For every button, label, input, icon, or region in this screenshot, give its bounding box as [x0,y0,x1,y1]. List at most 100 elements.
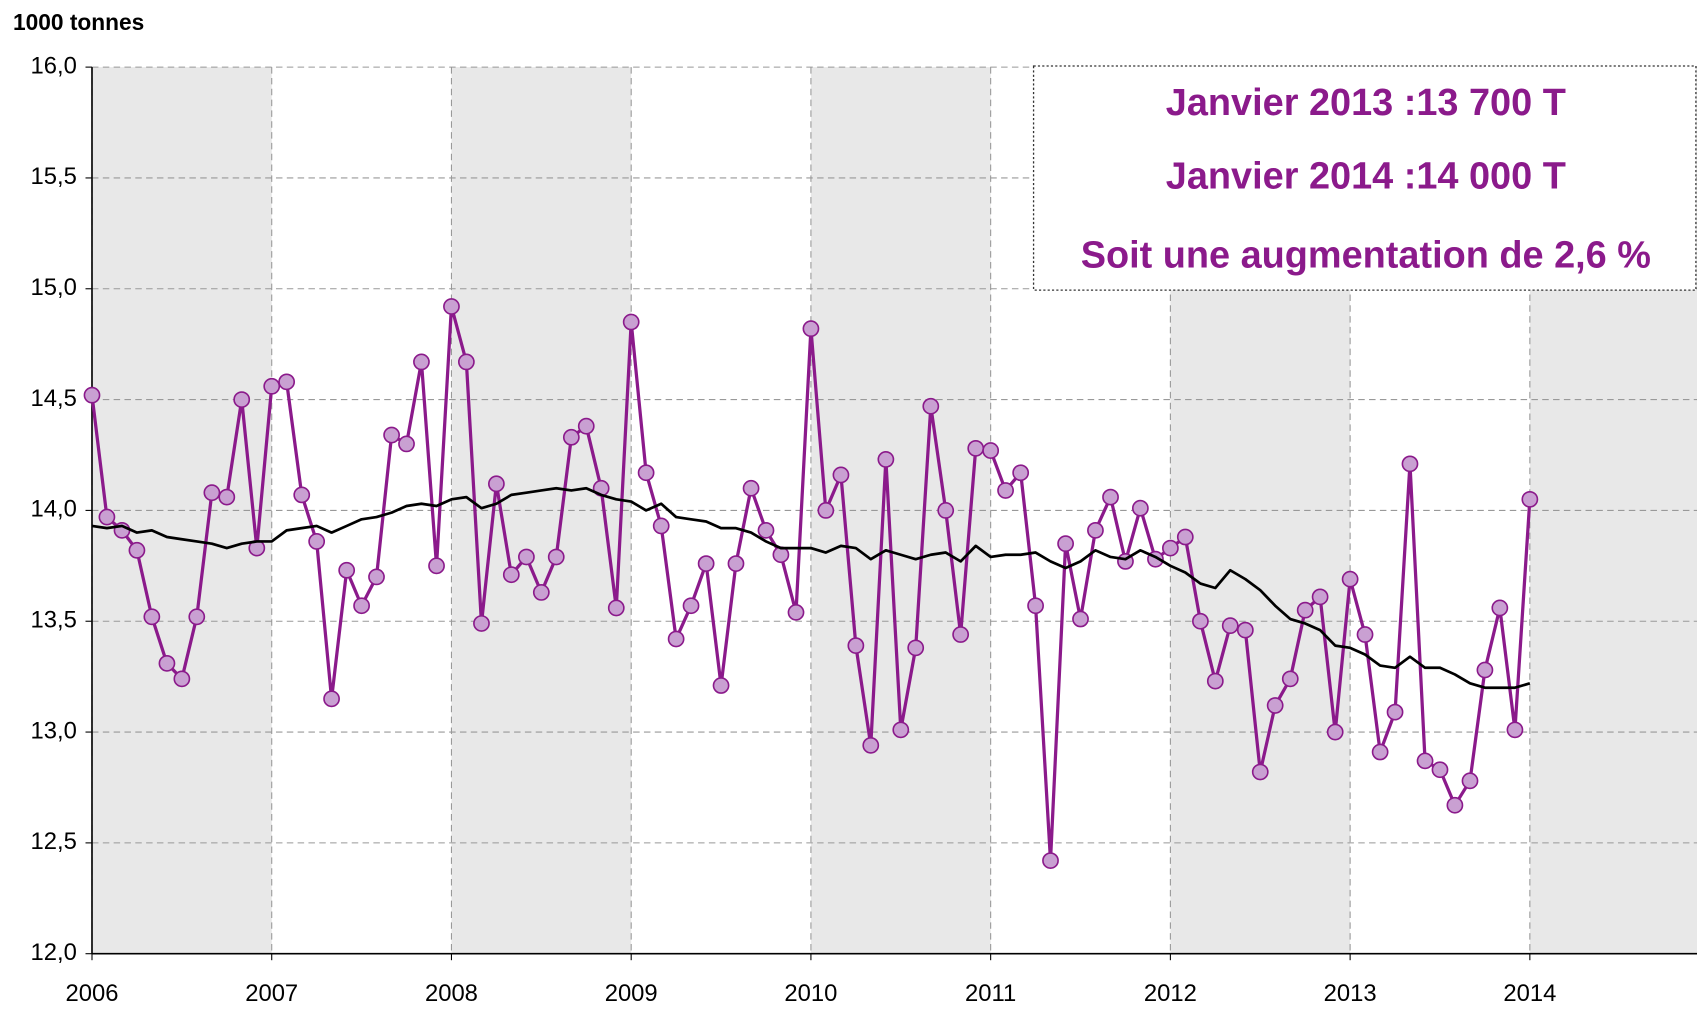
data-point [1431,761,1449,779]
data-point [802,320,820,338]
data-point [1236,621,1254,639]
data-point [188,608,206,626]
data-point [1341,570,1359,588]
x-tick-label: 2014 [1503,980,1556,1007]
data-point [368,568,385,586]
data-point [1206,672,1224,690]
data-point [1027,597,1044,615]
data-point [1356,626,1374,643]
data-point [263,377,281,395]
data-point [398,435,415,453]
data-point [428,557,445,575]
data-point [488,475,505,493]
data-point [697,555,715,572]
y-axis-label: 1000 tonnes [13,9,144,35]
data-point [502,566,520,584]
data-point [847,637,865,655]
data-point [1192,612,1209,630]
x-tick-label: 2008 [425,980,478,1007]
data-point [1446,796,1464,814]
annotation: Janvier 2013 :13 700 T [1166,82,1566,124]
x-tick-label: 2010 [784,980,837,1007]
x-tick-label: 2006 [66,980,119,1007]
x-tick-label: 2007 [245,980,298,1007]
data-point [353,597,370,615]
data-point [1251,763,1269,781]
y-tick-label: 15,5 [31,163,77,190]
data-point [652,517,670,535]
data-point [997,482,1014,499]
data-point [907,639,925,657]
data-point [457,353,475,371]
series-line [91,486,1531,690]
data-point [967,439,985,457]
data-point [877,451,895,468]
data-point [1491,599,1509,617]
y-tick-label: 16,0 [31,52,77,79]
data-point [323,690,340,708]
data-point [1521,490,1539,508]
data-point [1266,697,1284,714]
data-point [607,599,625,617]
data-point [98,508,116,526]
data-point [1476,661,1494,679]
data-point [787,603,805,621]
x-tick-label: 2009 [605,980,658,1007]
data-point [1326,723,1344,741]
data-point [622,313,640,331]
data-point [278,373,296,391]
data-point [293,486,311,504]
data-point [338,561,356,579]
data-point [637,464,655,482]
data-point [443,298,460,315]
annotation-box [1032,65,1697,291]
x-tick-label: 2011 [965,980,1016,1007]
data-point [1506,721,1524,739]
data-point [577,417,595,435]
data-point [218,488,236,506]
data-point [532,584,550,601]
data-point [1401,455,1419,473]
y-tick-label: 12,5 [31,828,77,855]
data-point [1461,772,1479,790]
data-point [757,521,775,539]
data-point [1386,703,1404,721]
data-point [83,386,101,404]
y-tick-label: 15,0 [31,274,77,301]
data-point [1131,499,1149,517]
data-point [832,466,850,484]
data-point [742,479,760,497]
data-point [562,428,580,446]
annotation: Janvier 2014 :14 000 T [1166,156,1566,198]
data-point [1072,610,1089,628]
x-tick-label: 2012 [1144,980,1197,1007]
data-point [727,555,745,572]
data-point [892,721,910,739]
data-point [1042,852,1059,870]
data-point [473,615,490,632]
data-point [1371,743,1389,761]
data-point [952,626,970,643]
data-point [682,597,700,615]
y-tick-label: 13,0 [31,717,77,744]
data-point [667,630,685,648]
data-point [1416,752,1434,770]
data-point [143,608,161,626]
data-point [158,654,176,672]
data-point [308,533,326,550]
data-point [817,502,835,519]
data-point [937,502,955,519]
data-point [413,353,430,371]
data-point [518,548,535,566]
data-point [547,548,565,566]
data-point [1281,670,1299,688]
data-point [173,670,191,688]
annotation: Soit une augmentation de 2,6 % [1081,235,1651,277]
y-tick-label: 13,5 [31,607,77,634]
data-point [203,484,221,502]
data-point [1221,617,1239,635]
data-point [982,442,1000,459]
data-point [1087,521,1104,539]
